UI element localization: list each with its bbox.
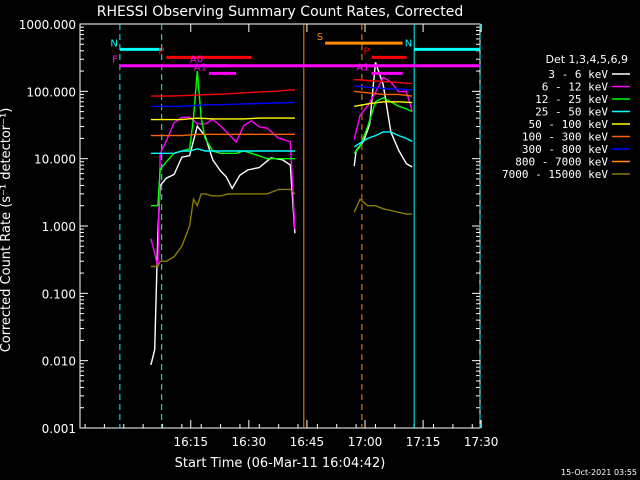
legend-entry-label: 100 - 300 keV <box>522 131 608 144</box>
series-line <box>150 78 413 97</box>
legend-entry-label: 50 - 100 keV <box>529 118 609 131</box>
legend-entry-label: 12 - 25 keV <box>535 93 608 106</box>
attenuator-label: N <box>110 38 117 49</box>
legend-entry-label: 6 - 12 keV <box>542 81 609 94</box>
x-tick-label: 16:30 <box>232 435 267 449</box>
series-line <box>150 85 413 107</box>
legend-title: Det 1,3,4,5,6,9 <box>545 53 628 66</box>
plot-frame <box>79 23 481 429</box>
y-tick-label: 1.000 <box>42 220 76 234</box>
x-axis-label: Start Time (06-Mar-11 16:04:42) <box>175 456 386 471</box>
x-tick-label: 16:45 <box>290 435 325 449</box>
legend-entry-label: 25 - 50 keV <box>535 106 608 119</box>
y-tick-label: 100.000 <box>26 85 76 99</box>
y-tick-label: 1000.000 <box>19 18 76 32</box>
attenuator-label: N <box>405 38 412 49</box>
x-tick-label: 16:15 <box>173 435 208 449</box>
plot-area: 0.001 0.010 0.100 1.000 10.000 100.000 1000.00… <box>19 18 630 449</box>
y-tick-label: 10.000 <box>34 153 76 167</box>
footer-timestamp: 15-Oct-2021 03:55 <box>561 468 637 477</box>
series-line <box>150 90 413 137</box>
series-line <box>150 131 413 154</box>
attenuator-label: A0 <box>190 55 203 66</box>
legend-entry-label: 800 - 7000 keV <box>515 156 608 169</box>
series-line <box>150 71 413 207</box>
chart-title: RHESSI Observing Summary Count Rates, Co… <box>97 4 463 20</box>
attenuator-label: A1 <box>356 62 369 73</box>
y-tick-label: 0.001 <box>42 422 76 436</box>
series-line <box>150 188 413 268</box>
y-tick-label: 0.100 <box>42 287 76 301</box>
attenuator-label: A1 <box>194 62 207 73</box>
series-line <box>150 101 413 121</box>
x-tick-label: 17:30 <box>464 435 499 449</box>
x-tick-label: 17:15 <box>406 435 441 449</box>
legend-entry-label: 3 - 6 keV <box>548 68 608 81</box>
attenuator-label: S <box>317 32 323 43</box>
x-tick-label: 17:00 <box>348 435 383 449</box>
legend-entry-label: 300 - 800 keV <box>522 143 608 156</box>
y-tick-label: 0.010 <box>42 355 76 369</box>
legend-entry-label: 7000 - 15000 keV <box>502 168 608 181</box>
y-axis-label: Corrected Count Rate (s⁻¹ detector⁻¹) <box>0 108 14 353</box>
attenuator-label: P <box>158 46 164 57</box>
attenuator-label: P <box>364 46 370 57</box>
attenuator-label: F <box>112 55 118 66</box>
